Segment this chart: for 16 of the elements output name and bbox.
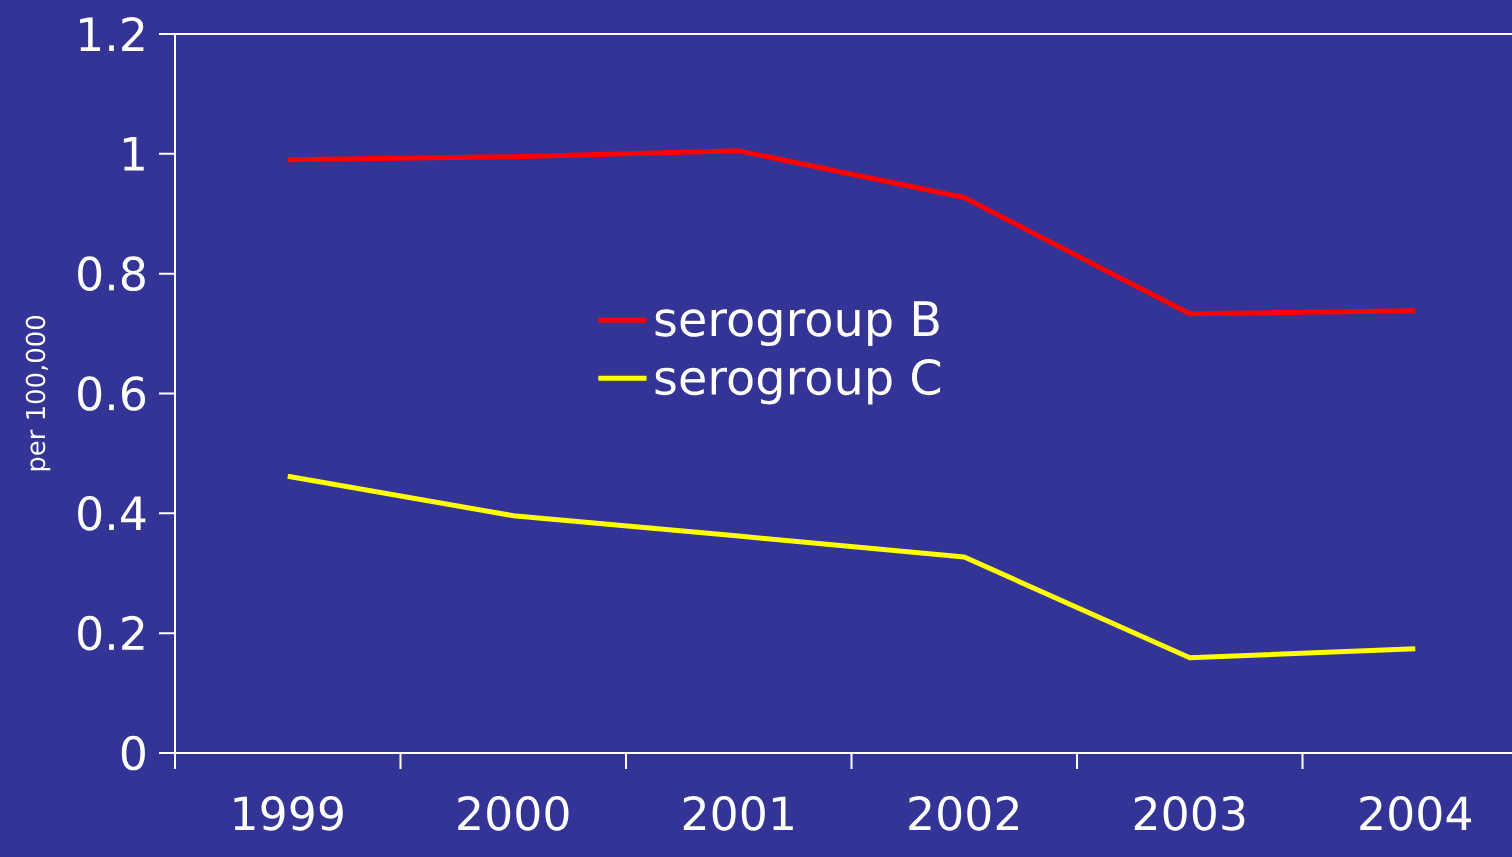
y-tick-label: 0 [121,735,145,771]
x-tick-label: 2001 [683,796,793,831]
x-tick-label: 2004 [1360,796,1471,831]
x-tick-label: 2000 [458,796,569,831]
y-tick-label: 0.8 [78,256,145,291]
x-tick-label: 2003 [1134,796,1245,831]
y-tick-label: 1.2 [80,16,144,51]
y-tick-label: 1 [123,137,144,171]
x-tick-label: 2002 [909,796,1018,831]
x-tick-label: 1999 [234,796,343,831]
y-tick-label: 0.6 [78,376,146,411]
y-axis-title: per 100,000 [25,316,51,471]
legend-label: serogroup B [655,301,939,346]
y-tick-label: 0.2 [78,615,144,651]
legend-label: serogroup C [655,359,941,405]
y-tick-label: 0.4 [78,495,146,531]
